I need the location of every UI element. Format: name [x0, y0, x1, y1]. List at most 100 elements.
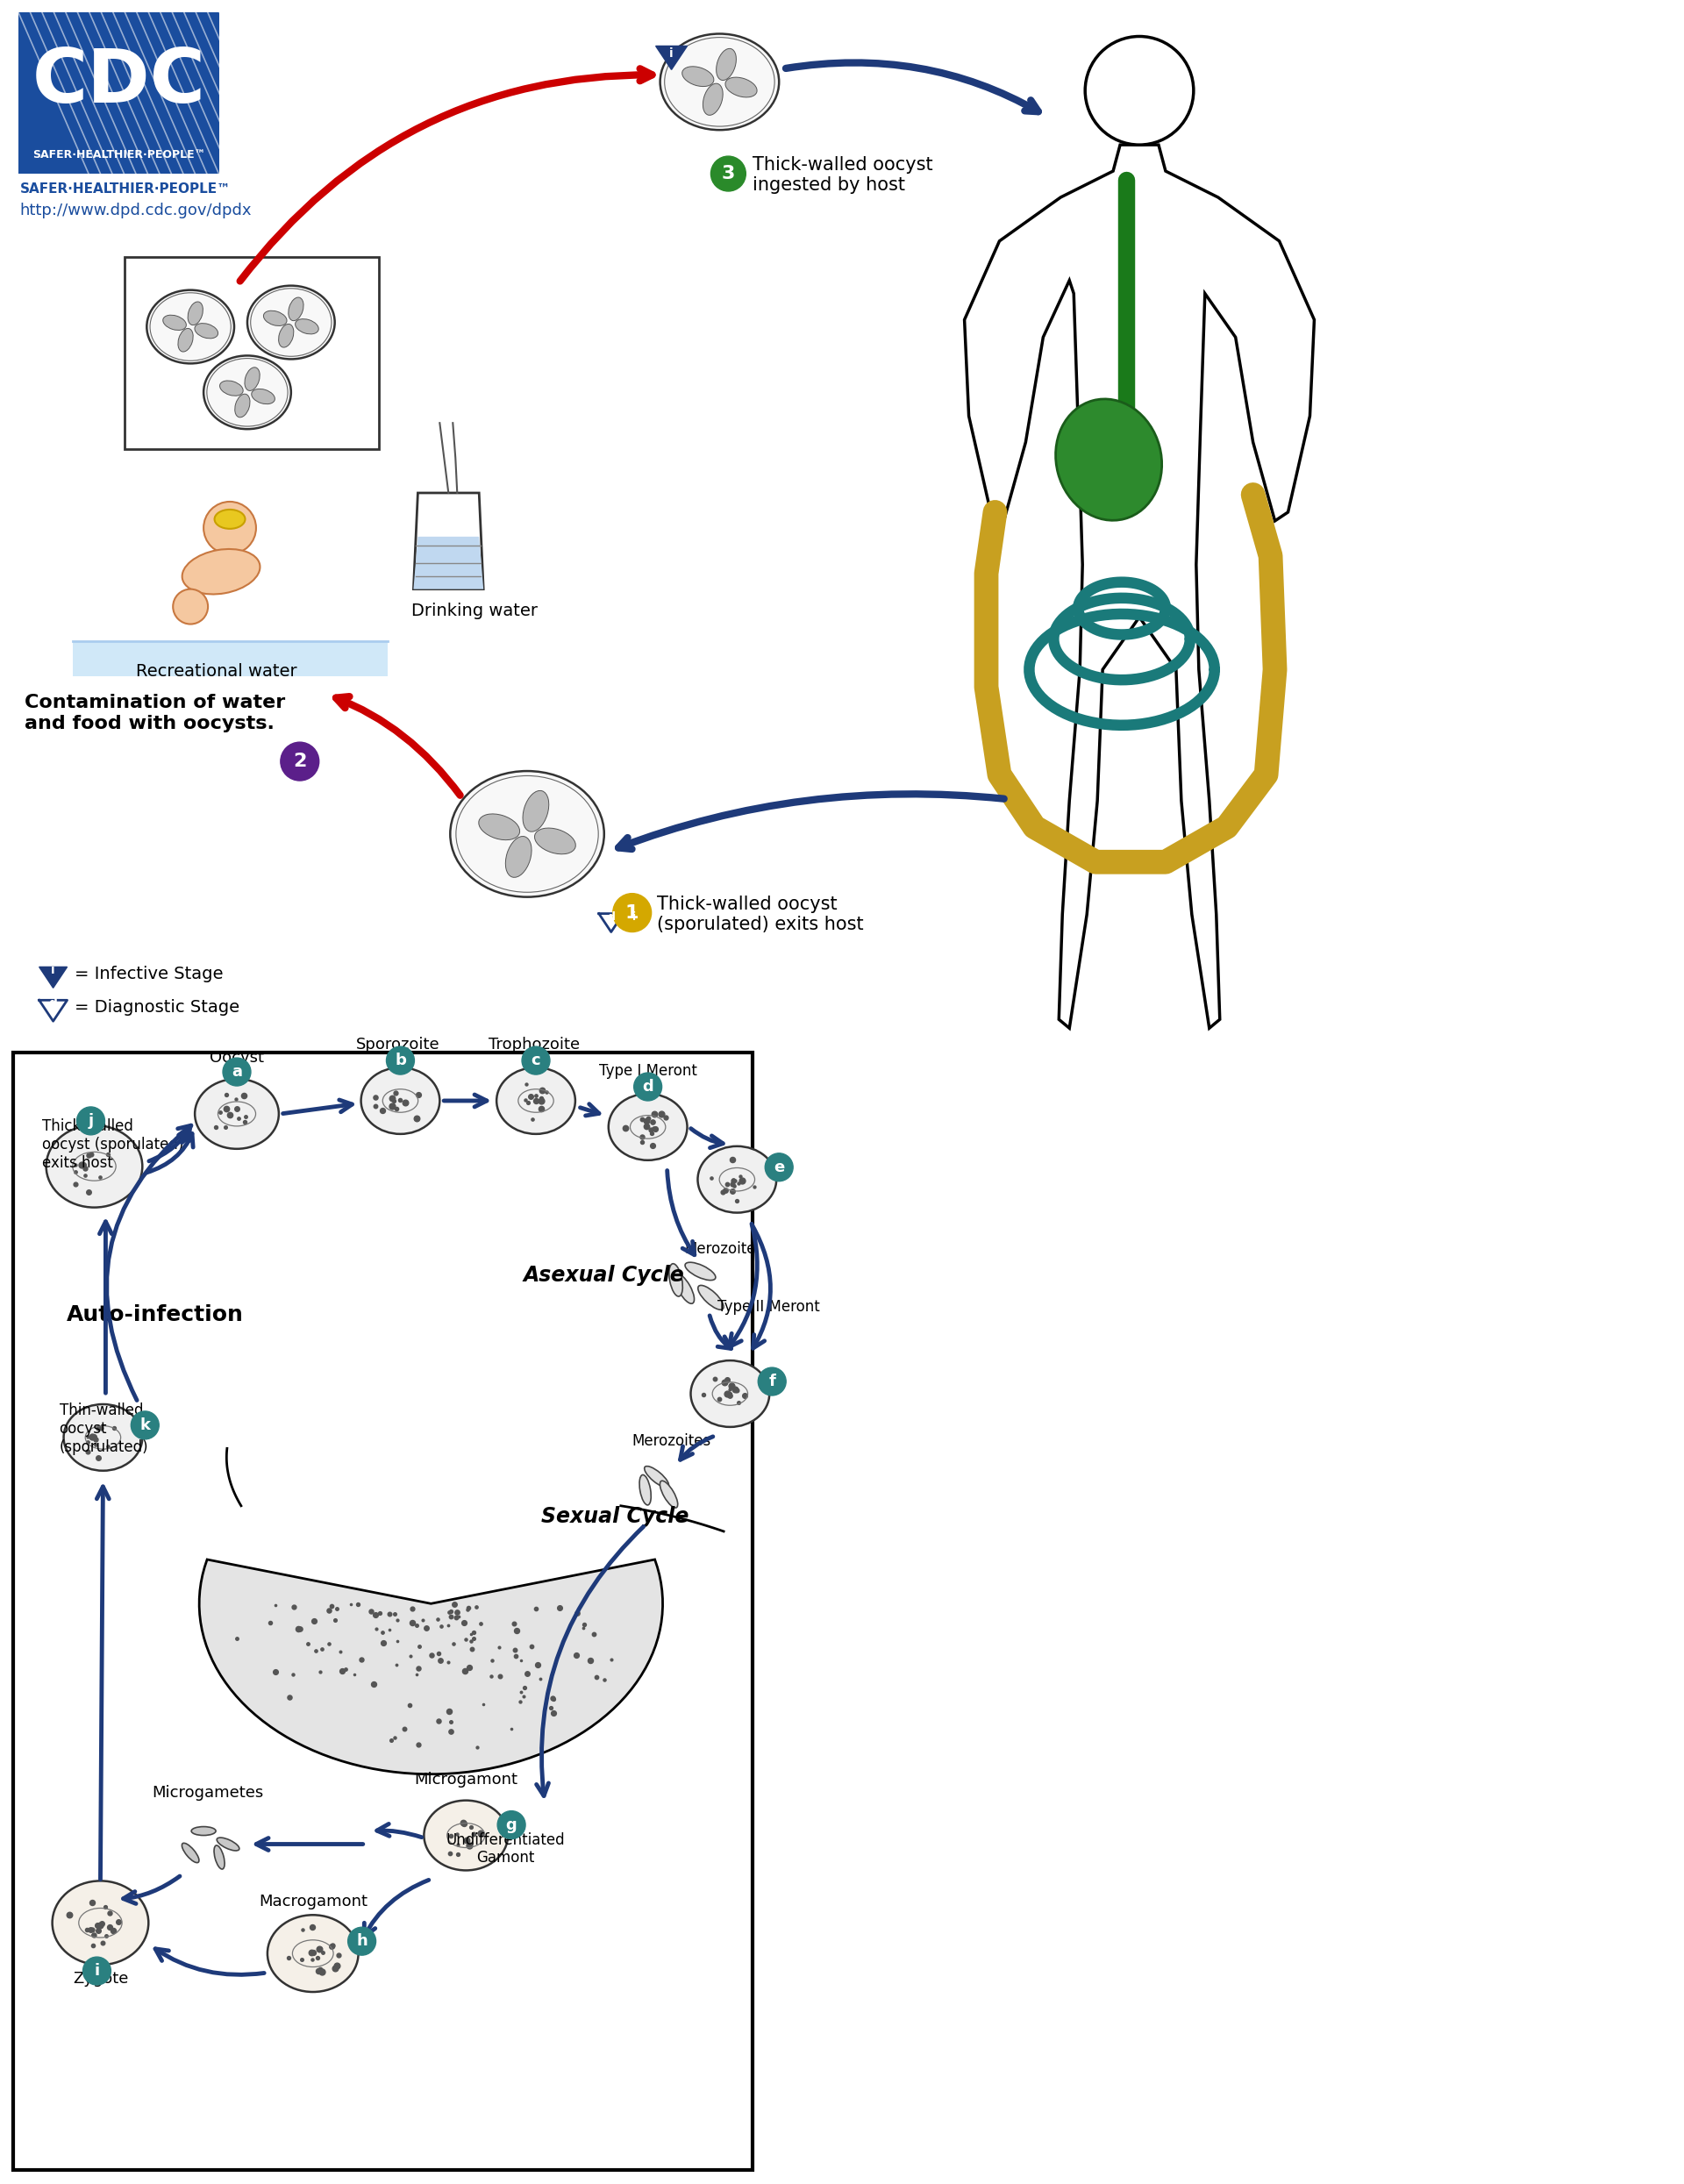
- Polygon shape: [39, 968, 67, 987]
- Ellipse shape: [478, 815, 520, 841]
- Circle shape: [77, 1107, 104, 1136]
- Ellipse shape: [204, 356, 291, 428]
- Polygon shape: [621, 913, 647, 933]
- Text: Undifferentiated
Gamont: Undifferentiated Gamont: [446, 1832, 564, 1865]
- Ellipse shape: [214, 509, 246, 529]
- Text: h: h: [357, 1933, 367, 1948]
- Ellipse shape: [690, 1361, 770, 1426]
- Text: i: i: [51, 965, 56, 976]
- Ellipse shape: [221, 380, 242, 395]
- Ellipse shape: [669, 1265, 682, 1297]
- Ellipse shape: [682, 66, 714, 87]
- Ellipse shape: [244, 367, 259, 391]
- Circle shape: [83, 1957, 111, 1985]
- Ellipse shape: [716, 48, 736, 81]
- Ellipse shape: [248, 286, 335, 358]
- Ellipse shape: [64, 1404, 143, 1470]
- Polygon shape: [965, 144, 1314, 1029]
- Circle shape: [204, 502, 256, 555]
- Text: Microgametes: Microgametes: [152, 1784, 264, 1800]
- Circle shape: [758, 1367, 786, 1396]
- Circle shape: [281, 743, 318, 780]
- Polygon shape: [655, 46, 687, 70]
- Circle shape: [522, 1046, 551, 1075]
- Ellipse shape: [726, 76, 758, 98]
- Ellipse shape: [278, 323, 293, 347]
- Text: http://www.dpd.cdc.gov/dpdx: http://www.dpd.cdc.gov/dpdx: [20, 203, 253, 218]
- Ellipse shape: [52, 1880, 148, 1966]
- Ellipse shape: [685, 1262, 716, 1280]
- Ellipse shape: [163, 314, 187, 330]
- Circle shape: [222, 1057, 251, 1085]
- Ellipse shape: [505, 836, 532, 878]
- Ellipse shape: [660, 1481, 677, 1507]
- Ellipse shape: [675, 1273, 694, 1304]
- Text: d: d: [642, 1079, 653, 1094]
- Text: a: a: [232, 1064, 242, 1079]
- Circle shape: [613, 893, 652, 933]
- Circle shape: [765, 1153, 793, 1182]
- Ellipse shape: [182, 1843, 199, 1863]
- Bar: [125, 258, 379, 450]
- Ellipse shape: [192, 1826, 216, 1835]
- Text: Zygote: Zygote: [72, 1970, 128, 1987]
- Text: Microgamont: Microgamont: [414, 1771, 517, 1787]
- Text: e: e: [773, 1160, 785, 1175]
- Text: f: f: [768, 1374, 776, 1389]
- Text: b: b: [394, 1053, 406, 1068]
- Text: Recreational water: Recreational water: [136, 664, 298, 679]
- Ellipse shape: [189, 301, 204, 325]
- Ellipse shape: [522, 791, 549, 832]
- Polygon shape: [414, 494, 483, 590]
- Ellipse shape: [195, 323, 217, 339]
- Ellipse shape: [702, 83, 722, 116]
- Text: = Infective Stage: = Infective Stage: [74, 965, 222, 983]
- Text: Sexual Cycle: Sexual Cycle: [541, 1505, 689, 1527]
- Polygon shape: [414, 537, 483, 590]
- Text: 3: 3: [721, 166, 734, 183]
- Text: Oocyst: Oocyst: [209, 1051, 264, 1066]
- Text: Merozoite: Merozoite: [685, 1241, 756, 1256]
- Text: k: k: [140, 1417, 150, 1433]
- Text: CDC: CDC: [32, 46, 205, 118]
- Ellipse shape: [147, 290, 234, 363]
- Text: 2: 2: [293, 753, 306, 771]
- Ellipse shape: [288, 297, 303, 321]
- Text: Thick-walled
oocyst (sporulated)
exits host: Thick-walled oocyst (sporulated) exits h…: [42, 1118, 184, 1171]
- Bar: [13, 1053, 753, 2171]
- Ellipse shape: [214, 1845, 224, 1870]
- Ellipse shape: [295, 319, 318, 334]
- Bar: [19, 11, 219, 175]
- Text: = Diagnostic Stage: = Diagnostic Stage: [74, 998, 239, 1016]
- Ellipse shape: [424, 1800, 509, 1870]
- Text: Type II Meront: Type II Meront: [717, 1299, 820, 1315]
- Text: i: i: [94, 1963, 99, 1979]
- Text: i: i: [632, 911, 635, 924]
- Ellipse shape: [497, 1068, 576, 1133]
- Text: SAFER·HEALTHIER·PEOPLE™: SAFER·HEALTHIER·PEOPLE™: [32, 149, 205, 159]
- Ellipse shape: [534, 828, 576, 854]
- Text: Macrogamont: Macrogamont: [259, 1894, 367, 1909]
- Circle shape: [131, 1411, 158, 1439]
- Circle shape: [711, 157, 746, 192]
- Ellipse shape: [217, 1837, 239, 1850]
- Ellipse shape: [608, 1094, 687, 1160]
- Ellipse shape: [263, 310, 286, 325]
- Text: Thick-walled oocyst
(sporulated) exits host: Thick-walled oocyst (sporulated) exits h…: [657, 895, 864, 933]
- Text: Asexual Cycle: Asexual Cycle: [524, 1265, 685, 1286]
- Ellipse shape: [360, 1068, 440, 1133]
- Ellipse shape: [697, 1286, 724, 1310]
- Circle shape: [386, 1046, 414, 1075]
- Text: Thin-walled
oocyst
(sporulated): Thin-walled oocyst (sporulated): [59, 1402, 148, 1455]
- Ellipse shape: [660, 33, 780, 131]
- Text: g: g: [505, 1817, 517, 1832]
- Ellipse shape: [182, 548, 259, 594]
- Ellipse shape: [1056, 400, 1162, 520]
- Ellipse shape: [450, 771, 605, 898]
- Ellipse shape: [645, 1465, 669, 1487]
- Ellipse shape: [45, 1125, 143, 1208]
- Text: Merozoites: Merozoites: [632, 1433, 711, 1448]
- Text: SAFER·HEALTHIER·PEOPLE™: SAFER·HEALTHIER·PEOPLE™: [20, 183, 231, 197]
- Circle shape: [349, 1926, 376, 1955]
- Circle shape: [633, 1072, 662, 1101]
